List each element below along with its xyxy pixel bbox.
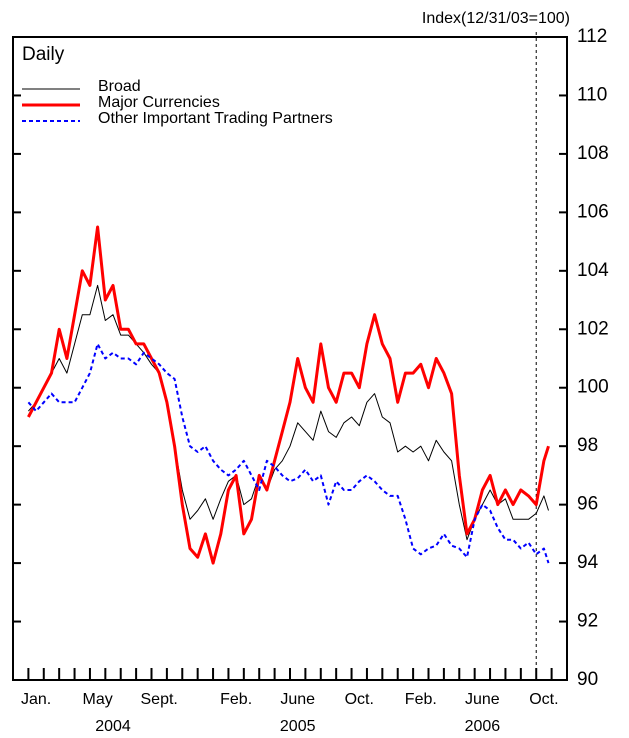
y-tick-label: 102 [577, 318, 609, 339]
x-tick-label: June [465, 691, 500, 708]
x-tick-label: Jan. [21, 691, 51, 708]
frequency-note: Daily [22, 44, 65, 65]
series-line [27, 342, 550, 564]
y-tick-label: 98 [577, 435, 598, 456]
x-tick-label: Oct. [345, 691, 374, 708]
y-tick-label: 106 [577, 201, 609, 222]
y-tick-label: 100 [577, 377, 609, 398]
y-tick-label: 94 [577, 552, 599, 573]
unit-note: Index(12/31/03=100) [422, 10, 570, 27]
y-tick-label: 108 [577, 143, 609, 164]
x-tick-label: May [83, 691, 113, 708]
year-label: 2006 [465, 718, 501, 735]
legend-label: Broad [98, 78, 141, 95]
plot-frame [12, 36, 568, 681]
legend-label: Major Currencies [98, 94, 220, 111]
x-tick-label: June [280, 691, 315, 708]
x-tick-label: Oct. [529, 691, 558, 708]
legend-label: Other Important Trading Partners [98, 110, 333, 127]
y-tick-label: 92 [577, 611, 598, 632]
x-tick-label: Sept. [141, 691, 178, 708]
y-tick-label: 110 [577, 84, 607, 105]
x-tick-label: Feb. [405, 691, 437, 708]
y-tick-label: 104 [577, 260, 609, 281]
series-line [27, 225, 550, 565]
year-label: 2004 [95, 718, 131, 735]
series-line [28, 284, 549, 541]
y-tick-label: 112 [577, 26, 607, 47]
y-tick-label: 96 [577, 494, 598, 515]
x-tick-label: Feb. [220, 691, 252, 708]
year-label: 2005 [280, 718, 316, 735]
y-tick-label: 90 [577, 669, 598, 690]
